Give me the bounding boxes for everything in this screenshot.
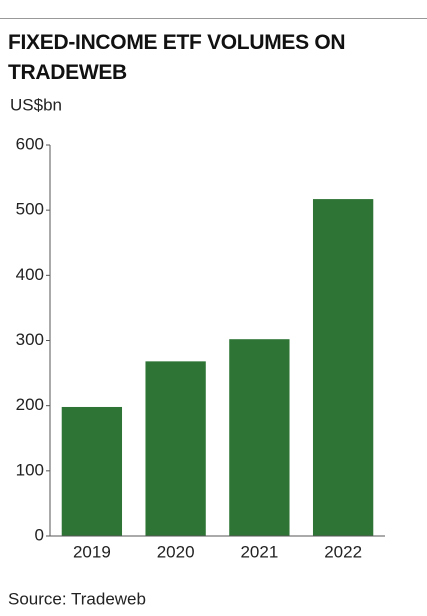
y-tick-label: 600 [16,134,44,153]
top-rule [0,18,427,19]
x-tick-label: 2019 [73,542,111,561]
chart-title: FIXED-INCOME ETF VOLUMES ON TRADEWEB [8,31,346,84]
y-tick-label: 0 [35,525,44,544]
y-tick-label: 100 [16,460,44,479]
bar [145,361,206,536]
bar [312,199,374,537]
y-tick-label: 200 [16,395,44,414]
y-tick-label: 500 [16,200,44,219]
x-tick-label: 2022 [324,542,362,561]
source: Source: Tradeweb [8,589,146,608]
y-tick-label: 400 [16,265,44,284]
x-tick-label: 2021 [240,542,278,561]
x-tick-label: 2020 [157,542,195,561]
y-tick-label: 300 [16,330,44,349]
bar [229,339,290,536]
y-axis-label: US$bn [10,95,62,114]
bar [61,406,123,536]
